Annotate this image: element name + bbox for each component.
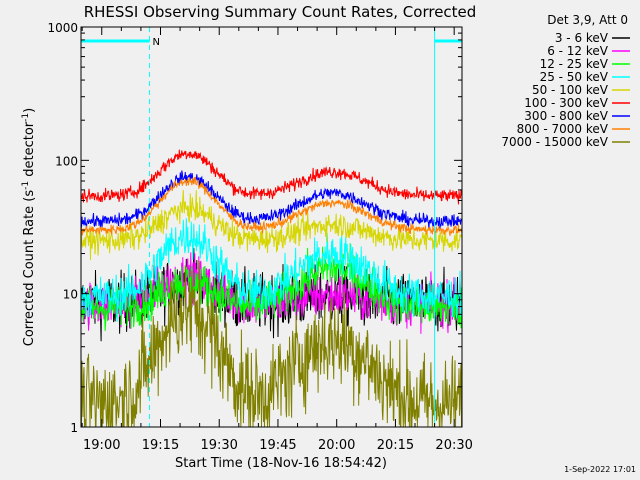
x-tick-label-1: 19:15 xyxy=(142,438,179,453)
series-line-2 xyxy=(80,243,463,332)
flag-label: N xyxy=(153,37,160,48)
y-axis-label-main: Corrected Count Rate (s xyxy=(22,190,37,347)
series-line-8 xyxy=(80,261,462,428)
legend-label-3: 25 - 50 keV xyxy=(540,70,609,84)
axis-ticks: 1 10 100 1000 19:00 19:15 19:30 19:45 20:00 20:15… xyxy=(47,21,472,453)
series-line-5 xyxy=(80,149,463,205)
y-tick-label-0: 1 xyxy=(70,421,78,435)
y-tick-label-1: 10 xyxy=(63,288,78,302)
plot-frame xyxy=(80,26,463,428)
y-tick-label-3: 1000 xyxy=(47,21,78,35)
x-tick-label-6: 20:30 xyxy=(435,438,472,453)
chart-title: RHESSI Observing Summary Count Rates, Co… xyxy=(84,3,477,21)
x-tick-label-3: 19:45 xyxy=(259,438,296,453)
x-tick-label-4: 20:00 xyxy=(318,438,355,453)
x-tick-label-5: 20:15 xyxy=(377,438,414,453)
legend-label-2: 12 - 25 keV xyxy=(540,57,609,71)
legend-title: Det 3,9, Att 0 xyxy=(547,13,628,27)
legend-label-0: 3 - 6 keV xyxy=(555,31,609,45)
legend-label-7: 800 - 7000 keV xyxy=(517,122,609,136)
y-axis-label: Corrected Count Rate (s-1 detector-1) xyxy=(21,108,37,346)
series-line-4 xyxy=(80,189,463,261)
y-axis-label-exp2: -1 xyxy=(21,113,31,122)
x-tick-label-2: 19:30 xyxy=(200,438,237,453)
y-axis-label-exp1: -1 xyxy=(21,181,31,190)
series-line-6 xyxy=(80,170,463,230)
x-tick-label-0: 19:00 xyxy=(83,438,120,453)
y-axis-label-mid: detector xyxy=(22,121,37,181)
series-line-7 xyxy=(80,176,463,236)
timestamp: 1-Sep-2022 17:01 xyxy=(564,465,636,474)
x-axis-label: Start Time (18-Nov-16 18:54:42) xyxy=(175,456,387,471)
y-axis-label-end: ) xyxy=(22,108,37,113)
legend-label-1: 6 - 12 keV xyxy=(547,44,609,58)
series-line-3 xyxy=(80,218,463,322)
legend-label-5: 100 - 300 keV xyxy=(524,96,608,110)
y-tick-label-2: 100 xyxy=(55,154,78,168)
legend-label-4: 50 - 100 keV xyxy=(532,83,609,97)
legend-label-6: 300 - 800 keV xyxy=(524,109,608,123)
legend-label-8: 7000 - 15000 keV xyxy=(501,135,608,149)
